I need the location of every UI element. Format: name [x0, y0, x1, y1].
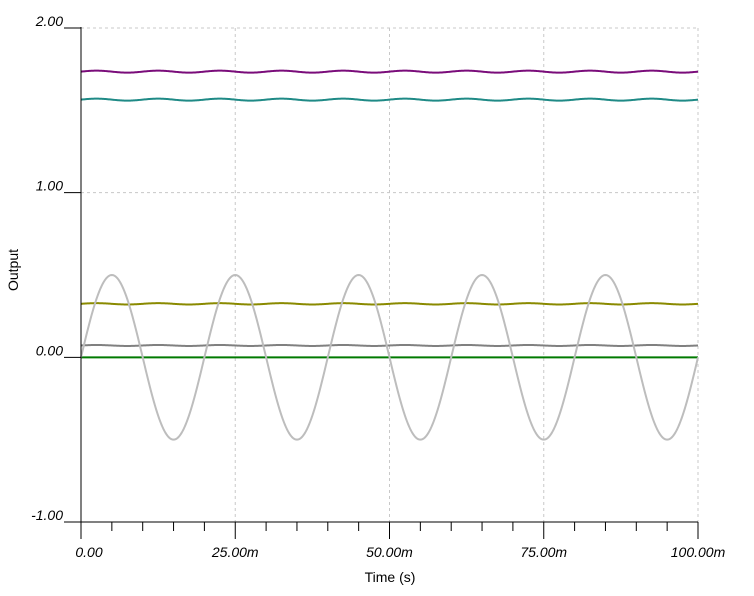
- y-tick-label: -1.00: [31, 507, 63, 523]
- axes: [64, 27, 699, 539]
- y-axis-title: Output: [5, 249, 21, 291]
- series-group: [80, 69, 699, 441]
- x-tick-label: 25.00m: [211, 544, 259, 560]
- series-line-3: [80, 302, 699, 306]
- series-line-4: [80, 343, 699, 347]
- y-tick-label: 2.00: [35, 13, 63, 29]
- x-tick-label: 75.00m: [520, 544, 567, 560]
- series-line-1: [80, 69, 699, 74]
- x-axis-title: Time (s): [365, 569, 416, 585]
- x-tick-label: 100.00m: [671, 544, 726, 560]
- series-line-6: [80, 274, 699, 441]
- x-tick-label: 50.00m: [366, 544, 413, 560]
- y-tick-label: 1.00: [36, 178, 63, 194]
- tick-labels: -1.00 0.00 1.00 2.00 0.00 25.00m 50.00m 75.00m 1…: [31, 13, 726, 560]
- x-tick-label: 0.00: [75, 544, 102, 560]
- y-tick-label: 0.00: [36, 342, 63, 358]
- series-line-2: [80, 97, 699, 102]
